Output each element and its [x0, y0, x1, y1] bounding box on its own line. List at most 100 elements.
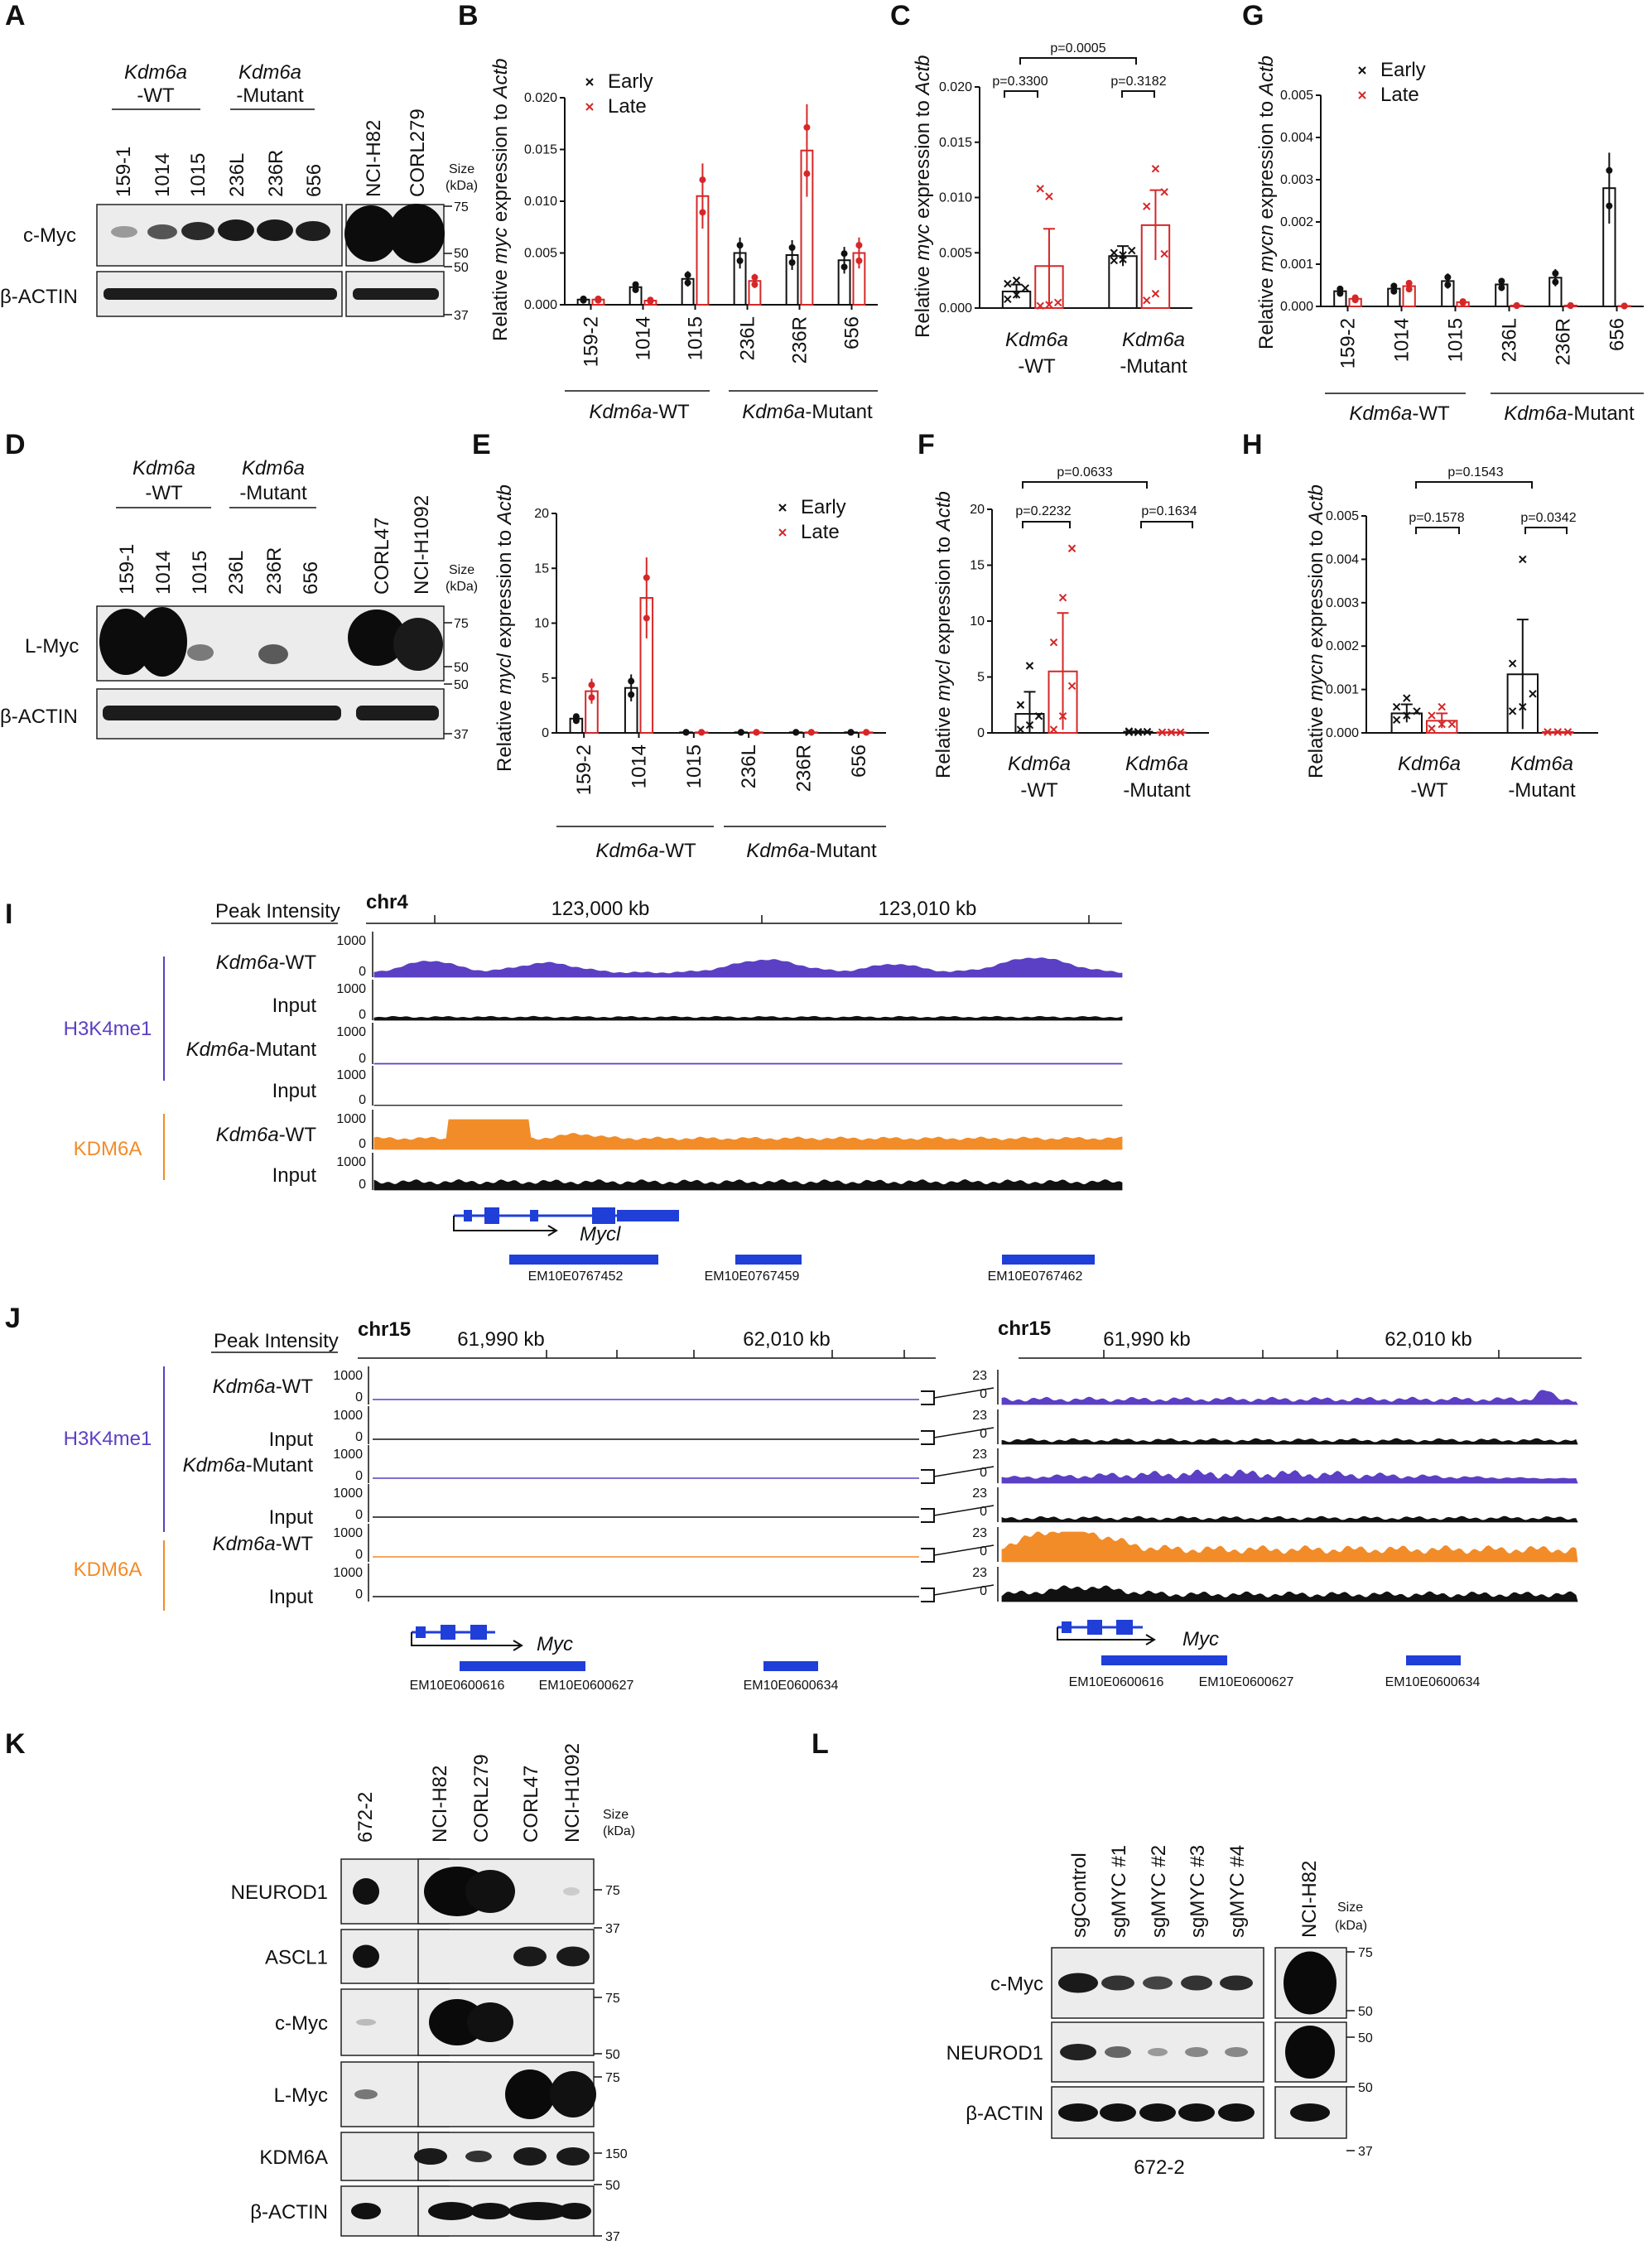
blot-d-marker-3: 50 [454, 678, 469, 692]
zoom-track-signal [1001, 1390, 1578, 1405]
y-tick-label: 10 [534, 617, 549, 631]
track-scale-min: 0 [359, 1093, 366, 1107]
blot-band [470, 2203, 510, 2219]
track-j-zoom-element-bar-3 [1406, 1655, 1461, 1665]
chart-c-pvalue-3: p=0.3182 [1110, 75, 1166, 89]
data-point [580, 296, 587, 304]
chart-h-group-1-line1: Kdm6a [1398, 753, 1461, 775]
data-point [1498, 277, 1505, 285]
data-point [1016, 725, 1025, 734]
data-point [1428, 725, 1436, 733]
data-point [1413, 707, 1421, 715]
track-i-tss-arrow [453, 1216, 555, 1231]
chart-b-group-label-2: Kdm6a-Mutant [742, 401, 873, 423]
chart-f-pvalue-3: p=0.1634 [1141, 504, 1197, 518]
legend-marker [1358, 66, 1366, 75]
track-j-zoom-chrom: chr15 [998, 1318, 1051, 1340]
data-point [1390, 287, 1398, 295]
blot-band [356, 2019, 376, 2026]
track-i-gene-label: Mycl [580, 1223, 621, 1245]
lane-label: sgMYC #2 [1148, 1845, 1170, 1938]
track-i-exon-5 [617, 1210, 679, 1221]
track-j-element-1: EM10E0600616 [410, 1679, 505, 1693]
zoom-scale-max: 23 [972, 1448, 987, 1462]
data-point [632, 281, 639, 288]
blot-band [465, 2151, 492, 2162]
y-tick-label: 0.000 [1326, 726, 1359, 740]
track-i-exon-1 [464, 1210, 472, 1221]
blot-a-size-header-2: (kDa) [446, 179, 478, 193]
data-point [1128, 246, 1136, 255]
x-tick-label: 1015 [683, 744, 706, 788]
blot-d-group1-line2: -WT [145, 482, 183, 504]
zoom-scale-min: 0 [980, 1544, 987, 1559]
blot-l-caption: 672-2 [1134, 2156, 1184, 2179]
track-scale-max: 1000 [333, 1448, 363, 1462]
marker-label: 75 [1358, 1946, 1373, 1960]
track-j-zoom-exon-2 [1087, 1620, 1102, 1635]
track-scale-max: 1000 [336, 1155, 366, 1169]
blot-d-group2-line1: Kdm6a [242, 457, 305, 479]
blot-d-band-h1092 [393, 618, 443, 671]
track-signal [373, 1015, 1123, 1021]
track-i-element-bar-2 [735, 1255, 802, 1265]
chart-c-pvalue-1: p=0.0005 [1050, 41, 1105, 55]
track-scale-min: 0 [359, 965, 366, 979]
x-tick-label: 236R [793, 744, 816, 792]
track-scale-max: 1000 [333, 1409, 363, 1423]
data-point [1438, 720, 1446, 729]
panel-d: D Kdm6a -WT Kdm6a -Mutant 159-1 1014 1015 2… [0, 429, 478, 742]
data-point [1004, 295, 1012, 304]
blot-band [558, 2203, 591, 2219]
track-j-zoom-coord-2: 62,010 kb [1385, 1328, 1471, 1351]
track-i-element-1: EM10E0767452 [528, 1270, 624, 1284]
legend-marker [585, 78, 594, 86]
y-tick-label: 0.020 [939, 80, 972, 94]
track-i-coord-2: 123,010 kb [879, 898, 977, 920]
data-point [684, 279, 691, 287]
data-point [1508, 659, 1517, 667]
x-tick-label: 1015 [685, 316, 707, 360]
y-tick-label: 0.000 [1280, 300, 1313, 314]
track-j-zoom-element-2: EM10E0600627 [1199, 1675, 1294, 1689]
data-point [699, 176, 706, 184]
track-j-gene-label: Myc [537, 1633, 573, 1655]
data-point [803, 170, 811, 177]
chart-h-group-2-line2: -Mutant [1508, 779, 1576, 802]
zoom-connector [933, 1466, 995, 1477]
x-tick-label: 159-2 [580, 316, 603, 367]
track-j-coord-1: 61,990 kb [457, 1328, 544, 1351]
track-scale-max: 1000 [333, 1369, 363, 1383]
blot-l-size-header-2: (kDa) [1335, 1919, 1367, 1933]
data-point [751, 273, 759, 281]
track-scale-max: 1000 [336, 1068, 366, 1082]
lane-label: 159-1 [116, 544, 138, 595]
zoom-bracket [921, 1508, 935, 1523]
x-tick-label: 656 [848, 744, 870, 778]
track-j-zoom-tss-arrow [1057, 1627, 1153, 1641]
data-point [1053, 298, 1062, 307]
blot-band [467, 2002, 513, 2042]
chart-f-pvalue-2: p=0.2232 [1015, 504, 1071, 518]
y-tick-label: 0.010 [939, 191, 972, 205]
chart-c-group-2-line2: -Mutant [1120, 355, 1187, 378]
track-label-italic: Kdm6a-Mutant [183, 1454, 314, 1477]
track-scale-max: 1000 [336, 934, 366, 948]
chart-f-bracket-wt [1022, 521, 1071, 528]
data-point [1606, 166, 1613, 174]
data-point [643, 614, 650, 622]
blot-l: c-Myc NEUROD1 β-ACTIN 75 50 50 50 37 [946, 1946, 1373, 2159]
track-label-italic: Kdm6a-WT [213, 1533, 314, 1555]
data-point [1125, 727, 1134, 735]
chart-g-ylabel: Relative mycn expression to Actb [1255, 55, 1278, 349]
track-j-element-2: EM10E0600627 [539, 1679, 634, 1693]
zoom-bracket [921, 1390, 935, 1405]
chart-h-pvalue-1: p=0.1543 [1447, 465, 1503, 479]
lane-label: 656 [300, 561, 322, 595]
track-signal [373, 1119, 1123, 1150]
y-tick-label: 0.003 [1326, 596, 1359, 610]
marker-label: 50 [605, 2179, 620, 2193]
lane-label: sgMYC #3 [1187, 1845, 1209, 1938]
blot-band [414, 2148, 447, 2165]
marker-label: 37 [605, 2230, 620, 2244]
